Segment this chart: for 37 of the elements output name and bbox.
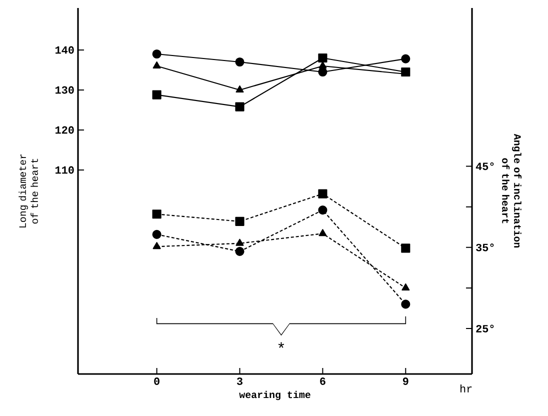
point [318,189,328,198]
point [152,242,161,250]
x-tick-label: 0 [154,378,160,385]
point [236,85,244,93]
point [235,102,244,112]
point [401,300,410,309]
point [318,67,328,77]
point [152,49,162,59]
point [236,238,244,246]
x-axis-title: wearing time [239,390,310,400]
point [235,216,244,226]
y2-tick-label: 35° [476,244,494,252]
point [318,206,328,215]
x-tick-label: 9 [402,378,408,385]
point [401,54,410,64]
y-axis-title: Long diameter of the heart [18,154,38,228]
point [152,210,162,219]
point [402,283,410,291]
point [401,244,410,253]
text: hr [460,384,472,392]
y-tick-label: 110 [55,166,74,174]
y-tick-label: 120 [55,126,74,134]
y2-axis-title: Angle of inclination of the heart [502,134,522,248]
point [318,53,328,63]
x-tick-label: 6 [320,378,326,385]
y-tick-label: 140 [55,46,74,54]
y-tick-label: 130 [55,86,74,94]
point [235,57,244,67]
y2-tick-label: 25° [476,324,494,332]
annotation: * [278,342,284,348]
y2-tick-label: 45° [476,162,494,170]
point [152,230,162,239]
point [318,229,327,236]
point [235,246,244,256]
point [152,90,162,100]
point [152,61,161,69]
x-tick-label: 3 [236,378,242,385]
